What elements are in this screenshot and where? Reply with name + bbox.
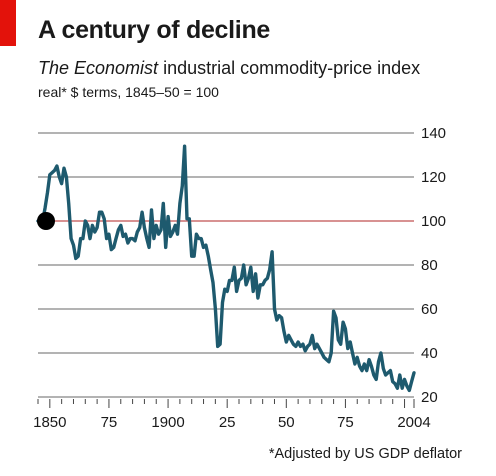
series-line	[36, 144, 416, 393]
x-tick-label: 1850	[33, 414, 66, 431]
tick-layer: 20 40 60 80 100 120 140 1850 75 1900 25 50 75 2004	[33, 125, 446, 431]
y-tick-label: 100	[421, 213, 446, 230]
base-point-marker	[37, 212, 55, 230]
y-tick-label: 40	[421, 345, 438, 362]
x-tick-label: 50	[278, 414, 295, 431]
y-tick-label: 60	[421, 301, 438, 318]
chart-title: A century of decline	[38, 16, 271, 44]
x-tick-label: 25	[219, 414, 236, 431]
series-layer	[36, 144, 416, 393]
y-tick-label: 20	[421, 389, 438, 406]
chart-units-note: real* $ terms, 1845–50 = 100	[38, 84, 219, 100]
y-tick-label: 80	[421, 257, 438, 274]
subtitle-publication: The Economist	[38, 58, 159, 78]
y-tick-label: 140	[421, 125, 446, 142]
chart-subtitle: The Economist industrial commodity-price…	[38, 58, 420, 79]
x-tick-label: 1900	[151, 414, 184, 431]
subtitle-rest: industrial commodity-price index	[158, 58, 421, 78]
x-tick-label: 75	[101, 414, 118, 431]
footnote: *Adjusted by US GDP deflator	[268, 446, 462, 462]
x-tick-label: 75	[337, 414, 354, 431]
grid-layer	[38, 132, 414, 398]
x-tick-label: 2004	[397, 414, 430, 431]
y-tick-label: 120	[421, 169, 446, 186]
brand-accent-tab	[0, 0, 16, 46]
